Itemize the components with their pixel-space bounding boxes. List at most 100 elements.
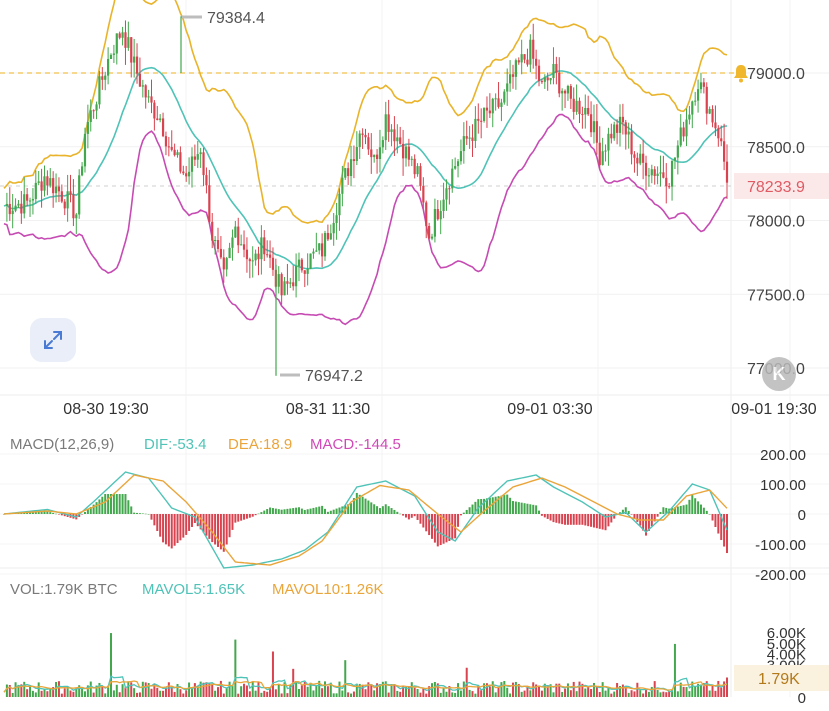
candle-body bbox=[688, 114, 691, 120]
candle-body bbox=[329, 233, 332, 240]
macd-histogram-bar bbox=[535, 505, 538, 514]
bell-icon[interactable] bbox=[732, 63, 750, 83]
macd-histogram-bar bbox=[454, 514, 457, 539]
macd-histogram-bar bbox=[514, 501, 517, 514]
volume-bar bbox=[645, 689, 648, 697]
candle-body bbox=[294, 266, 298, 287]
macd-histogram-bar bbox=[468, 507, 471, 514]
macd-histogram-bar bbox=[532, 504, 535, 514]
volume-bar bbox=[55, 681, 58, 697]
volume-bar bbox=[387, 692, 390, 697]
macd-histogram-bar bbox=[549, 514, 552, 521]
macd-histogram-bar bbox=[705, 510, 708, 514]
macd-histogram-bar bbox=[60, 514, 63, 516]
volume-bar bbox=[49, 689, 52, 697]
macd-histogram-bar bbox=[503, 495, 506, 514]
candle-body bbox=[144, 85, 147, 98]
macd-histogram-bar bbox=[679, 505, 682, 514]
macd-histogram-bar bbox=[43, 511, 46, 514]
macd-histogram-bar bbox=[587, 514, 590, 527]
macd-histogram-bar bbox=[34, 512, 37, 514]
candle-body bbox=[670, 160, 674, 187]
macd-histogram-bar bbox=[303, 509, 306, 514]
macd-histogram-bar bbox=[653, 514, 656, 522]
volume-bar bbox=[474, 693, 477, 697]
macd-histogram-bar bbox=[211, 514, 214, 543]
macd-axis-tick-label: 0 bbox=[798, 507, 806, 524]
volume-bar bbox=[480, 690, 483, 697]
volume-bar bbox=[702, 682, 705, 697]
macd-histogram-bar bbox=[115, 494, 118, 514]
candle-body bbox=[679, 127, 682, 146]
candle-body bbox=[699, 82, 703, 90]
candle-body bbox=[552, 63, 555, 79]
volume-bar bbox=[607, 687, 610, 697]
expand-arrows-icon[interactable] bbox=[30, 318, 76, 362]
volume-bar bbox=[697, 683, 700, 697]
volume-bar bbox=[714, 690, 717, 697]
macd-histogram-bar bbox=[46, 511, 49, 514]
time-axis-tick-label: 09-01 03:30 bbox=[507, 401, 593, 418]
macd-histogram-bar bbox=[624, 507, 627, 514]
candle-body bbox=[49, 178, 52, 186]
volume-bar bbox=[173, 691, 176, 697]
candle-body bbox=[341, 177, 344, 194]
volume-bar bbox=[402, 686, 405, 697]
macd-histogram-bar bbox=[63, 514, 66, 517]
volume-bar bbox=[535, 684, 538, 697]
macd-histogram-bar bbox=[523, 503, 526, 514]
macd-histogram-bar bbox=[286, 508, 289, 514]
volume-bar bbox=[286, 693, 289, 697]
candle-body bbox=[639, 153, 642, 164]
macd-histogram-bar bbox=[656, 514, 659, 517]
candle-body bbox=[647, 175, 651, 177]
volume-bar bbox=[130, 682, 133, 697]
candle-body bbox=[616, 124, 619, 133]
reset-k-icon[interactable]: K bbox=[762, 357, 796, 391]
volume-bar bbox=[34, 692, 37, 697]
macd-histogram-bar bbox=[248, 514, 251, 518]
candle-body bbox=[170, 146, 173, 150]
macd-histogram-bar bbox=[86, 509, 89, 514]
volume-bar bbox=[549, 684, 552, 697]
macd-histogram-bar bbox=[425, 514, 428, 532]
candle-body bbox=[104, 75, 107, 80]
candle-body bbox=[176, 152, 179, 156]
volume-bar bbox=[266, 691, 269, 697]
volume-bar bbox=[352, 691, 355, 697]
macd-histogram-bar bbox=[338, 507, 341, 514]
candle-body bbox=[20, 203, 23, 214]
macd-histogram-bar bbox=[292, 508, 295, 514]
candle-body bbox=[422, 185, 425, 203]
macd-histogram-bar bbox=[101, 496, 104, 514]
volume-bar bbox=[407, 686, 410, 697]
candle-body bbox=[130, 37, 133, 63]
volume-bar bbox=[665, 692, 668, 697]
volume-bar bbox=[170, 685, 173, 697]
volume-bar bbox=[520, 691, 523, 697]
candle-body bbox=[289, 282, 292, 284]
volume-bar bbox=[26, 689, 29, 697]
macd-histogram-bar bbox=[399, 513, 402, 515]
volume-bar bbox=[205, 682, 208, 697]
candle-body bbox=[572, 98, 575, 112]
macd-histogram-bar bbox=[321, 505, 324, 514]
candle-body bbox=[543, 77, 546, 82]
volume-bar bbox=[564, 688, 567, 697]
candle-body bbox=[75, 214, 78, 219]
macd-histogram-bar bbox=[295, 507, 298, 514]
volume-bar bbox=[540, 690, 543, 697]
volume-bar bbox=[691, 681, 694, 697]
macd-histogram-bar bbox=[558, 514, 561, 524]
candle-body bbox=[613, 124, 616, 139]
candle-body bbox=[702, 82, 705, 87]
macd-histogram-bar bbox=[439, 514, 442, 546]
high-marker-label: 79384.4 bbox=[207, 10, 265, 27]
volume-bar bbox=[361, 684, 364, 697]
volume-bar bbox=[566, 683, 569, 697]
volume-bar bbox=[679, 682, 682, 697]
candle-body bbox=[720, 138, 723, 142]
candle-body bbox=[477, 118, 480, 121]
macd-histogram-bar bbox=[471, 504, 474, 514]
